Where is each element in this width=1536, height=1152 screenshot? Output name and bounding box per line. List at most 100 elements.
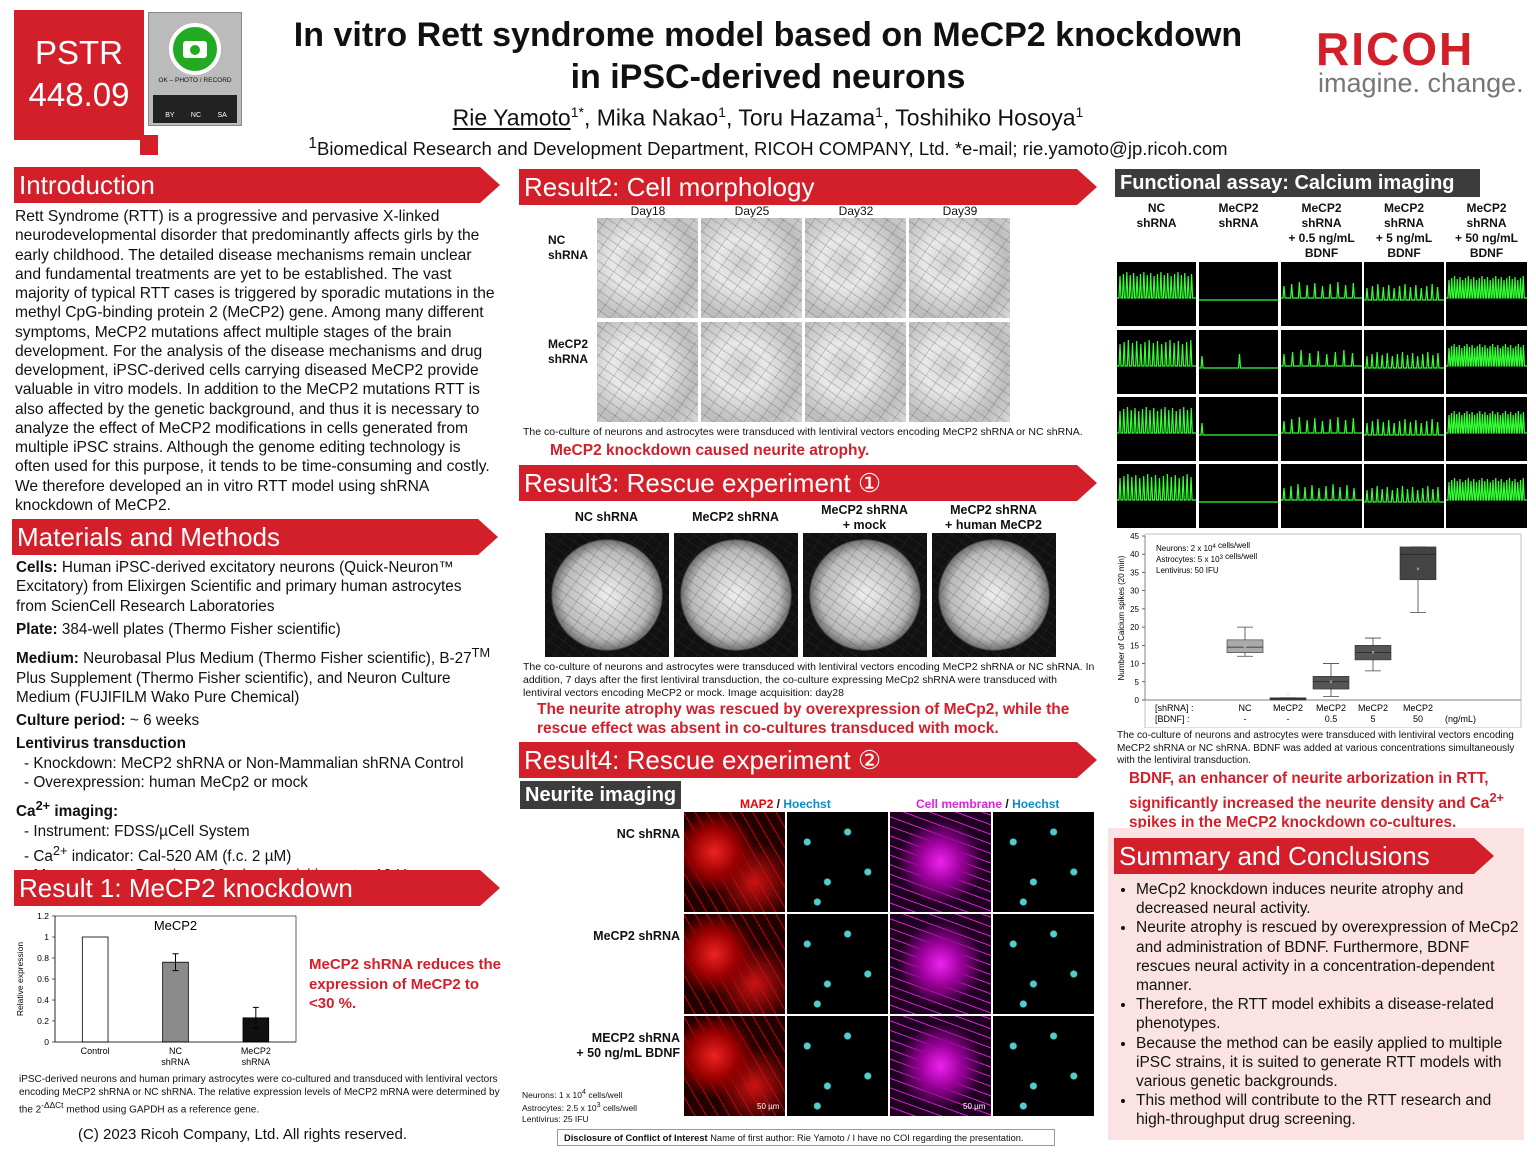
column-label-line: MeCP2 <box>1383 201 1424 215</box>
calcium-trace <box>1446 262 1527 326</box>
calcium-trace <box>1364 397 1444 461</box>
tagline: imagine. change. <box>1318 68 1524 98</box>
plot-frame <box>1144 533 1522 728</box>
trace-line <box>1364 485 1444 503</box>
column-label-line: MeCP2 shRNA <box>950 503 1037 517</box>
method-label-text: Medium: <box>16 650 79 668</box>
calcium-trace <box>1199 397 1278 461</box>
calcium-trace <box>1199 262 1278 326</box>
section-heading: Introduction <box>14 167 500 203</box>
fluorescence-image <box>993 1016 1094 1116</box>
stain: MAP2 <box>740 797 774 811</box>
trace-line <box>1281 281 1362 299</box>
row-label: [BDNF] : <box>1155 714 1190 724</box>
text-sup: -ΔΔCt <box>41 1100 64 1110</box>
author-sup: 1 <box>1075 104 1084 120</box>
day-label: Day18 <box>630 204 666 218</box>
fluorescence-image <box>993 812 1094 912</box>
summary-bullet: Because the method can be easily applied… <box>1136 1034 1519 1092</box>
micrograph <box>597 218 698 318</box>
chart-note-part: Lentivirus: 50 IFU <box>1156 566 1219 575</box>
trace-line <box>1364 283 1444 301</box>
summary-bullet: This method will contribute to the RTT r… <box>1136 1091 1519 1129</box>
note-text: Lentivirus: 25 IFU <box>522 1113 589 1124</box>
box <box>1226 639 1264 653</box>
x-tick-label: MeCP2 <box>1316 703 1346 713</box>
method-text: Neurobasal Plus Medium (Thermo Fisher sc… <box>78 650 472 668</box>
trace-line <box>1446 477 1527 501</box>
method-label: Plate: <box>16 621 58 638</box>
method-sub-text: - Ca <box>24 848 53 866</box>
title-line: in iPSC-derived neurons <box>570 58 966 96</box>
column-label-line: shRNA <box>1301 216 1342 230</box>
row-label: MeCP2 shRNA <box>560 929 680 944</box>
mean-marker: × <box>1329 680 1333 686</box>
chart-note-part: cells/well <box>1223 552 1257 561</box>
x-tick-label: MeCP2 <box>1358 703 1388 713</box>
stain-labels: Cell membrane / Hoechst <box>916 797 1059 811</box>
note-line: Lentivirus: 25 IFU <box>522 1114 637 1125</box>
micrograph <box>701 218 802 318</box>
text: BDNF, an enhancer of neurite arborizatio… <box>1129 770 1490 813</box>
y-tick-label: 20 <box>1130 623 1139 632</box>
column-label-line: shRNA <box>1218 216 1259 230</box>
column-label: MeCP2 shRNA + 0.5 ng/mL BDNF <box>1281 201 1362 261</box>
fluorescence-image <box>890 1016 991 1116</box>
fluorescence-image <box>684 1016 785 1116</box>
well-image <box>674 533 798 657</box>
section-heading: Materials and Methods <box>12 519 498 555</box>
y-tick-label: 0.4 <box>37 995 49 1005</box>
x-tick-label: 0.5 <box>1325 714 1338 724</box>
cc-label: NC <box>190 112 202 119</box>
column-label-line: NC <box>1147 201 1166 215</box>
column-label-line: shRNA <box>1136 216 1177 230</box>
summary-bullet: Neurite atrophy is rescued by overexpres… <box>1136 918 1519 995</box>
trace-line <box>1446 275 1527 299</box>
text: spikes in the MeCP2 knockdown co-culture… <box>1129 814 1457 832</box>
x-tick-label: - <box>1287 714 1290 724</box>
method-text: 384-well plates (Thermo Fisher scientifi… <box>57 620 341 638</box>
column-label-line: + mock <box>842 518 887 532</box>
column-label-line: + 0.5 ng/mL <box>1288 231 1355 245</box>
summary-list: MeCp2 knockdown induces neurite atrophy … <box>1114 880 1519 1130</box>
fluorescence-image <box>890 914 991 1014</box>
stain: Hoechst <box>783 797 831 811</box>
coi-text: Name of first author: Rie Yamoto / I hav… <box>707 1133 1024 1143</box>
well-image <box>545 533 669 657</box>
method-sub-text: indicator: Cal-520 AM (f.c. 2 µM) <box>67 848 292 866</box>
intro-text: Rett Syndrome (RTT) is a progressive and… <box>15 208 495 514</box>
fluorescence-image <box>787 914 888 1014</box>
trace-line <box>1117 339 1196 367</box>
calcium-trace <box>1117 262 1196 326</box>
x-tick-label-line: MeCP2 <box>241 1046 271 1056</box>
summary-bullet: MeCp2 knockdown induces neurite atrophy … <box>1136 880 1519 918</box>
column-label: MeCP2 shRNA + 50 ng/mL BDNF <box>1446 201 1527 261</box>
method-sub: - Knockdown: MeCP2 shRNA or Non-Mammalia… <box>16 754 494 773</box>
bar <box>162 961 189 1043</box>
separator: , <box>583 104 597 131</box>
fluorescence-image <box>684 914 785 1014</box>
micrograph <box>805 218 906 318</box>
calcium-trace <box>1446 330 1527 394</box>
column-label-line: BDNF <box>1304 246 1339 260</box>
chart-note-part: Astrocytes: 5 x 10 <box>1156 555 1220 564</box>
trace-line <box>1117 406 1196 434</box>
trace-line <box>1446 410 1527 434</box>
row-label: MeCP2 shRNA <box>548 337 589 366</box>
author-name: Rie Yamoto <box>452 104 571 131</box>
section-heading: Summary and Conclusions <box>1114 838 1494 874</box>
chart-note-part: Neurons: 2 x 10 <box>1156 544 1213 553</box>
text: iPSC-derived neurons and human primary a… <box>19 1074 500 1116</box>
day-label: Day39 <box>942 204 978 218</box>
text: method using GAPDH as a reference gene. <box>63 1104 260 1116</box>
coi: Disclosure of Conflict of Interest Name … <box>557 1129 1055 1146</box>
column-label-line: shRNA <box>1466 216 1507 230</box>
bar <box>81 936 109 1043</box>
x-tick-label: Control <box>81 1046 110 1056</box>
column-label: MeCP2 shRNA <box>1199 201 1278 231</box>
calcium-trace <box>1281 330 1362 394</box>
note-text: Neurons: 1 x 10 <box>522 1089 583 1100</box>
calcium-trace <box>1199 464 1278 528</box>
